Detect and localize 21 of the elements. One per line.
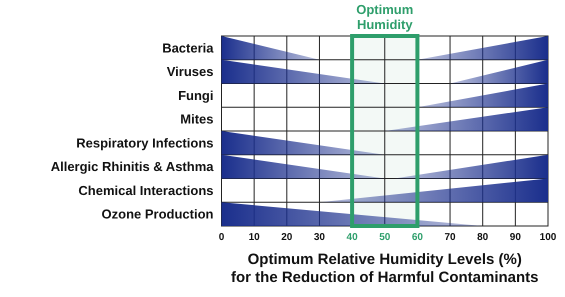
y-tick-label: Allergic Rhinitis & Asthma: [50, 159, 214, 174]
x-axis-title: Optimum Relative Humidity Levels (%) for the Reduction of Harmful Contaminants: [231, 251, 538, 286]
x-tick-label: 10: [248, 232, 260, 243]
x-tick-label: 20: [281, 232, 293, 243]
x-tick-label: 80: [477, 232, 489, 243]
y-tick-label: Ozone Production: [102, 206, 214, 222]
x-tick-label: 70: [444, 232, 456, 243]
y-tick-label: Fungi: [178, 88, 214, 103]
x-tick-label: 40: [346, 232, 358, 243]
x-tick-label: 60: [412, 232, 424, 243]
x-tick-label: 0: [218, 232, 225, 243]
y-tick-label: Mites: [180, 112, 214, 127]
x-tick-label: 90: [510, 232, 522, 243]
y-tick-label: Viruses: [166, 64, 214, 80]
band-label: Optimum Humidity: [356, 2, 414, 32]
x-tick-label: 100: [540, 232, 557, 243]
y-tick-label: Chemical Interactions: [78, 182, 214, 198]
x-tick-label: 50: [379, 232, 391, 243]
x-tick-label: 30: [314, 232, 326, 243]
y-tick-label: Respiratory Infections: [76, 135, 214, 150]
y-tick-label: Bacteria: [162, 40, 214, 56]
